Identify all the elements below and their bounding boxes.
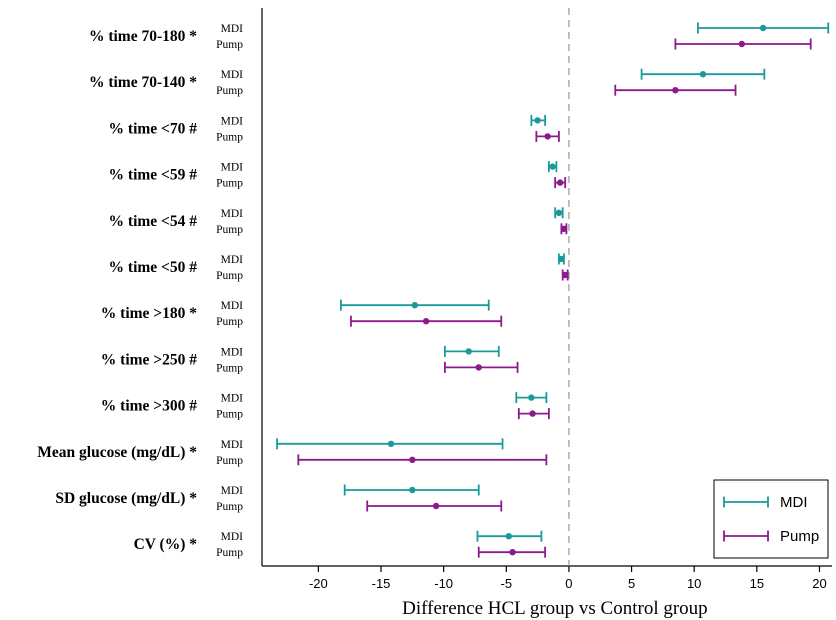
group-label-pump: Pump	[216, 270, 243, 282]
x-tick-label: 15	[750, 576, 764, 591]
group-label-mdi: MDI	[221, 208, 244, 220]
group-label-mdi: MDI	[221, 531, 244, 543]
group-label-mdi: MDI	[221, 69, 244, 81]
point-estimate-mdi	[409, 486, 416, 494]
x-tick-label: -15	[372, 576, 391, 591]
group-label-pump: Pump	[216, 547, 243, 559]
point-estimate-pump	[560, 225, 568, 232]
group-label-pump: Pump	[216, 455, 243, 467]
point-estimate-pump	[556, 179, 564, 186]
point-estimate-pump	[432, 502, 440, 510]
point-estimate-mdi	[465, 348, 472, 355]
group-label-pump: Pump	[216, 501, 243, 513]
group-label-mdi: MDI	[221, 115, 244, 127]
point-estimate-mdi	[411, 302, 419, 309]
point-estimate-pump	[475, 364, 482, 371]
point-estimate-pump	[738, 40, 746, 48]
group-label-pump: Pump	[216, 316, 243, 328]
group-label-pump: Pump	[216, 85, 243, 97]
legend-label: MDI	[780, 494, 808, 511]
x-tick-label: -10	[434, 576, 453, 591]
point-estimate-mdi	[699, 71, 707, 78]
point-estimate-pump	[561, 271, 569, 279]
group-label-mdi: MDI	[221, 162, 244, 174]
metric-label: SD glucose (mg/dL) *	[55, 490, 197, 507]
group-label-pump: Pump	[216, 224, 243, 236]
metric-label: % time 70-180 *	[89, 28, 197, 45]
point-estimate-mdi	[387, 440, 395, 447]
point-estimate-pump	[672, 87, 679, 94]
metric-label: % time <50 #	[109, 259, 198, 276]
x-tick-label: -20	[309, 576, 328, 591]
group-label-pump: Pump	[216, 39, 243, 51]
x-tick-label: 5	[628, 576, 635, 591]
point-estimate-mdi	[528, 394, 535, 401]
group-label-mdi: MDI	[221, 393, 244, 405]
group-label-mdi: MDI	[221, 23, 244, 35]
point-estimate-pump	[529, 410, 536, 417]
x-tick-label: 20	[812, 576, 826, 591]
group-label-pump: Pump	[216, 362, 243, 374]
x-axis-title: Difference HCL group vs Control group	[402, 598, 708, 619]
x-tick-label: 0	[565, 576, 572, 591]
point-estimate-pump	[422, 318, 430, 325]
point-estimate-mdi	[555, 209, 563, 216]
group-label-pump: Pump	[216, 409, 243, 421]
metric-label: % time <70 #	[109, 120, 198, 137]
metric-label: % time >250 #	[101, 351, 197, 368]
point-estimate-pump	[509, 549, 516, 556]
group-label-pump: Pump	[216, 178, 243, 190]
point-estimate-mdi	[759, 24, 767, 32]
metric-label: % time <59 #	[109, 167, 198, 184]
metric-label: % time <54 #	[109, 213, 198, 230]
point-estimate-mdi	[549, 163, 556, 170]
x-tick-label: 10	[687, 576, 701, 591]
point-estimate-mdi	[558, 255, 565, 263]
metric-label: % time >300 #	[101, 398, 197, 415]
metric-label: Mean glucose (mg/dL) *	[37, 444, 197, 461]
legend-label: Pump	[780, 528, 819, 545]
x-tick-label: -5	[501, 576, 513, 591]
group-label-mdi: MDI	[221, 485, 244, 497]
group-label-mdi: MDI	[221, 254, 244, 266]
metric-label: % time >180 *	[101, 305, 197, 322]
metric-label: CV (%) *	[134, 536, 198, 553]
point-estimate-mdi	[505, 533, 512, 540]
legend-box	[713, 479, 829, 559]
metric-label: % time 70-140 *	[89, 74, 197, 91]
group-label-mdi: MDI	[221, 300, 244, 312]
group-label-mdi: MDI	[221, 346, 244, 358]
point-estimate-pump	[409, 456, 416, 463]
point-estimate-pump	[544, 133, 551, 140]
point-estimate-mdi	[534, 117, 541, 124]
group-label-pump: Pump	[216, 131, 243, 143]
group-label-mdi: MDI	[221, 439, 244, 451]
